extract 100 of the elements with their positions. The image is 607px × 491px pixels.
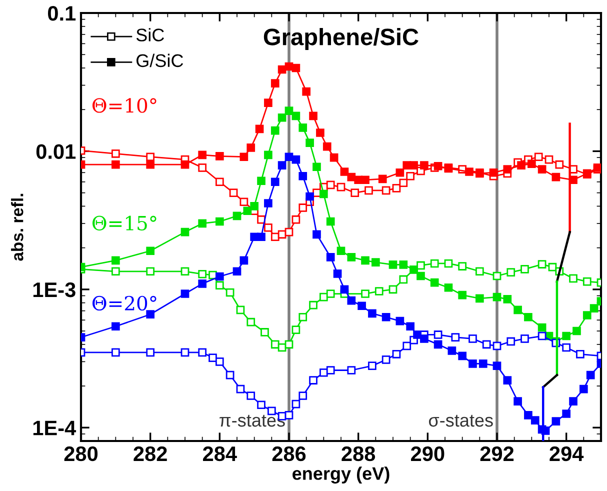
point [382, 186, 390, 195]
point [503, 376, 512, 384]
point [216, 217, 224, 226]
point [434, 340, 442, 349]
point [292, 400, 300, 408]
point [309, 112, 318, 120]
point [292, 326, 300, 334]
point [292, 112, 300, 120]
point [382, 312, 390, 322]
point [257, 176, 266, 186]
point [309, 300, 318, 310]
point [333, 269, 342, 278]
point [548, 262, 557, 272]
point [320, 368, 328, 377]
y-axis-title: abs. refl. [11, 194, 24, 261]
point [562, 332, 570, 340]
point [444, 259, 453, 268]
point [458, 352, 466, 360]
point [434, 162, 442, 170]
point [216, 152, 224, 160]
point [399, 178, 408, 188]
point [112, 256, 120, 265]
point [358, 302, 366, 310]
point [232, 267, 242, 276]
point [538, 165, 546, 174]
point [506, 337, 516, 346]
point [264, 150, 272, 160]
point [410, 161, 418, 170]
point [112, 348, 120, 357]
point [430, 278, 439, 287]
point [347, 366, 356, 374]
point [503, 165, 512, 174]
point [562, 410, 570, 418]
point [146, 348, 154, 357]
point [260, 328, 269, 336]
point [320, 292, 328, 302]
point [451, 333, 460, 342]
point [146, 152, 154, 162]
point [514, 306, 522, 314]
annotation: Θ=10° [92, 98, 156, 113]
point [316, 128, 324, 137]
point [492, 292, 502, 302]
y-tick-label: 0.1 [48, 6, 76, 21]
point [399, 275, 408, 284]
point [364, 186, 373, 195]
point [257, 400, 266, 410]
point [243, 206, 252, 216]
point [306, 138, 314, 147]
point [146, 310, 154, 319]
point [302, 87, 310, 96]
point [406, 172, 414, 180]
point [270, 178, 280, 186]
point [572, 326, 581, 336]
point [524, 312, 532, 322]
ref-line-label: σ-states [428, 414, 493, 427]
point [326, 366, 335, 374]
point [562, 343, 570, 352]
point [292, 155, 300, 164]
point [216, 281, 224, 290]
point [582, 277, 592, 286]
point [180, 348, 190, 357]
y-tick-label: 0.01 [36, 144, 76, 159]
point [569, 274, 578, 283]
point [284, 106, 294, 115]
point [538, 323, 546, 332]
point [406, 322, 414, 331]
point [347, 253, 356, 262]
point [361, 290, 370, 298]
point [492, 272, 502, 280]
point [420, 161, 428, 170]
point [420, 334, 428, 343]
point [416, 272, 425, 280]
point [492, 362, 502, 370]
point [330, 153, 338, 162]
point [320, 190, 328, 198]
point [399, 260, 408, 269]
y-tick-label: 1E-3 [33, 282, 76, 298]
point [416, 261, 425, 270]
point [552, 172, 560, 182]
point [284, 228, 294, 236]
point [524, 411, 532, 420]
point [544, 155, 554, 164]
point [534, 152, 543, 162]
point [326, 253, 335, 262]
point [112, 267, 120, 276]
point [528, 160, 536, 168]
point [236, 384, 245, 394]
point [582, 311, 592, 320]
point [180, 267, 190, 276]
point [250, 202, 258, 210]
point [552, 417, 560, 426]
point [336, 246, 346, 256]
point [257, 215, 266, 224]
point [340, 285, 349, 294]
point [538, 260, 546, 268]
point [198, 270, 206, 278]
point [198, 280, 206, 288]
point [478, 360, 488, 368]
point [112, 160, 120, 169]
point [388, 285, 398, 294]
